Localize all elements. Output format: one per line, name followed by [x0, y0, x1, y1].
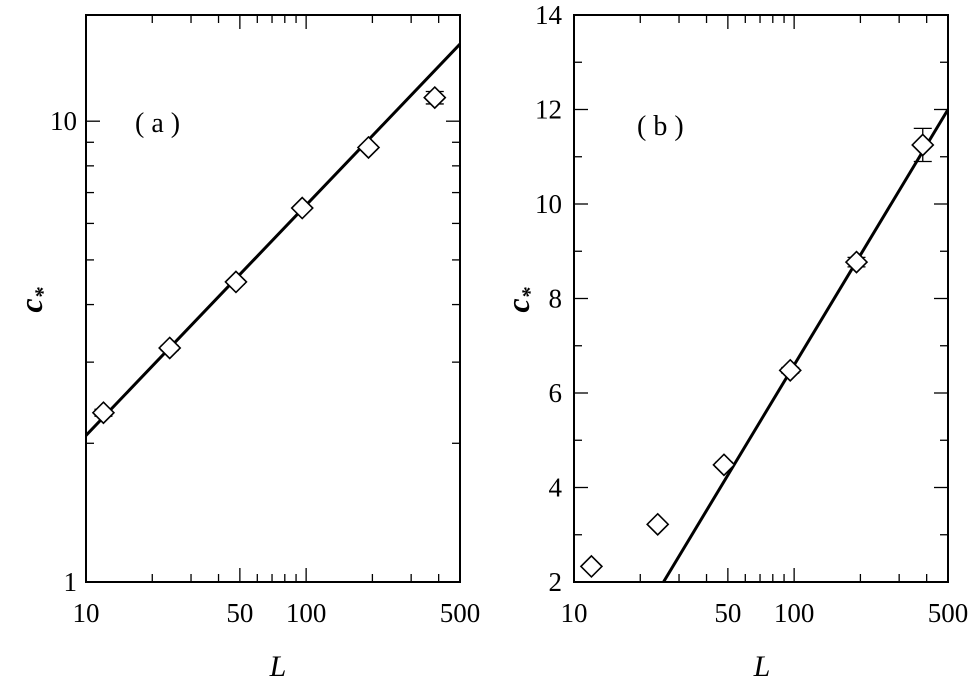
x-tick-label: 10 — [561, 598, 588, 628]
x-axis-label: L — [269, 650, 287, 683]
y-tick-label: 4 — [549, 473, 563, 503]
diamond-marker — [579, 554, 604, 579]
diamond-marker — [778, 358, 802, 382]
data-point — [158, 336, 182, 360]
diamond-marker — [911, 133, 935, 157]
y-tick-label: 6 — [549, 378, 563, 408]
y-tick-label: 12 — [535, 95, 562, 125]
data-point — [844, 250, 869, 274]
fit-line — [86, 43, 460, 437]
data-point — [91, 401, 116, 425]
diamond-marker — [423, 85, 447, 110]
data-point — [778, 358, 802, 382]
x-tick-label: 50 — [226, 598, 253, 628]
y-tick-label: 10 — [535, 189, 562, 219]
y-tick-label: 1 — [64, 567, 78, 597]
y-tick-label: 14 — [535, 0, 563, 30]
panel-label: ( b ) — [637, 111, 684, 142]
x-tick-label: 10 — [73, 598, 100, 628]
x-tick-label: 500 — [928, 598, 969, 628]
diamond-marker — [712, 453, 736, 477]
x-tick-label: 50 — [714, 598, 741, 628]
diamond-marker — [158, 336, 182, 360]
panel-label: ( a ) — [135, 108, 180, 139]
data-point — [356, 135, 381, 160]
chart-panel-b: 10 50 100 500 2 4 6 8 10 12 14 ( b ) Lc* — [500, 0, 968, 683]
y-axis-label: c* — [500, 286, 542, 312]
y-tick-label: 10 — [50, 106, 77, 136]
diamond-marker — [646, 512, 670, 536]
diamond-marker — [290, 196, 314, 220]
data-point — [290, 196, 314, 220]
diamond-marker — [356, 135, 381, 160]
y-tick-label: 8 — [549, 284, 563, 314]
x-tick-label: 500 — [440, 598, 481, 628]
fit-line — [662, 108, 948, 582]
diamond-marker — [224, 270, 248, 294]
data-point — [423, 85, 447, 110]
y-tick-label: 2 — [549, 567, 563, 597]
x-axis-label: L — [753, 650, 771, 683]
plot-frame — [85, 14, 461, 583]
data-point — [911, 127, 935, 163]
data-point — [579, 554, 604, 579]
diamond-marker — [844, 250, 869, 274]
diamond-marker — [91, 401, 116, 425]
data-point — [224, 270, 248, 294]
x-tick-label: 100 — [286, 598, 327, 628]
plot-frame — [573, 14, 949, 583]
data-point — [646, 512, 670, 536]
data-point — [712, 453, 736, 477]
x-tick-label: 100 — [774, 598, 815, 628]
y-axis-label: c* — [13, 286, 55, 312]
